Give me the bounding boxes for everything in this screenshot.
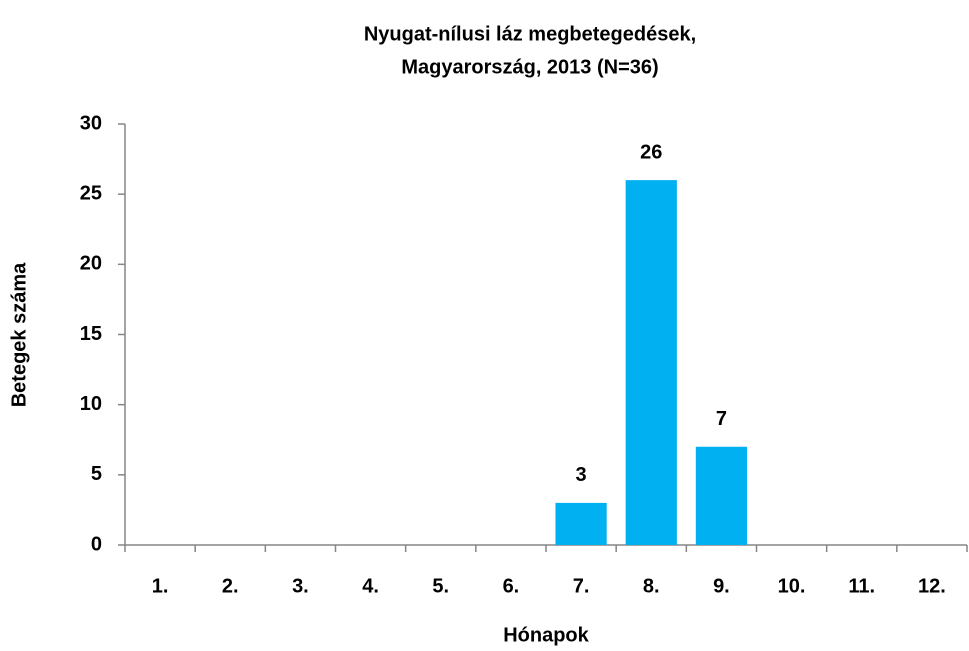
x-tick-label: 5. [432,575,449,597]
x-tick-label: 8. [643,575,660,597]
x-tick-label: 2. [222,575,239,597]
x-tick-label: 7. [573,575,590,597]
x-tick-label: 12. [918,575,946,597]
x-tick-label: 4. [362,575,379,597]
y-tick-label: 20 [80,253,102,275]
y-axis-label: Betegek száma [8,262,30,407]
chart-title: Magyarország, 2013 (N=36) [401,56,658,78]
bar [695,446,748,545]
bar [555,502,607,545]
data-label: 26 [640,141,662,163]
y-tick-label: 10 [80,393,102,415]
x-tick-label: 6. [503,575,520,597]
bar [625,180,677,545]
data-label: 7 [716,408,727,430]
y-tick-label: 25 [80,182,102,204]
x-tick-label: 11. [848,575,875,597]
x-tick-label: 10. [778,575,806,597]
y-tick-label: 0 [91,533,102,555]
x-tick-label: 1. [152,575,169,597]
chart-title: Nyugat-nílusi láz megbetegedések, [364,23,696,45]
y-tick-label: 5 [91,463,102,485]
data-label: 3 [576,464,587,486]
x-axis-label: Hónapok [503,624,589,646]
y-tick-label: 15 [80,323,102,345]
y-tick-label: 30 [80,112,102,134]
x-tick-label: 9. [713,575,730,597]
x-tick-label: 3. [292,575,309,597]
